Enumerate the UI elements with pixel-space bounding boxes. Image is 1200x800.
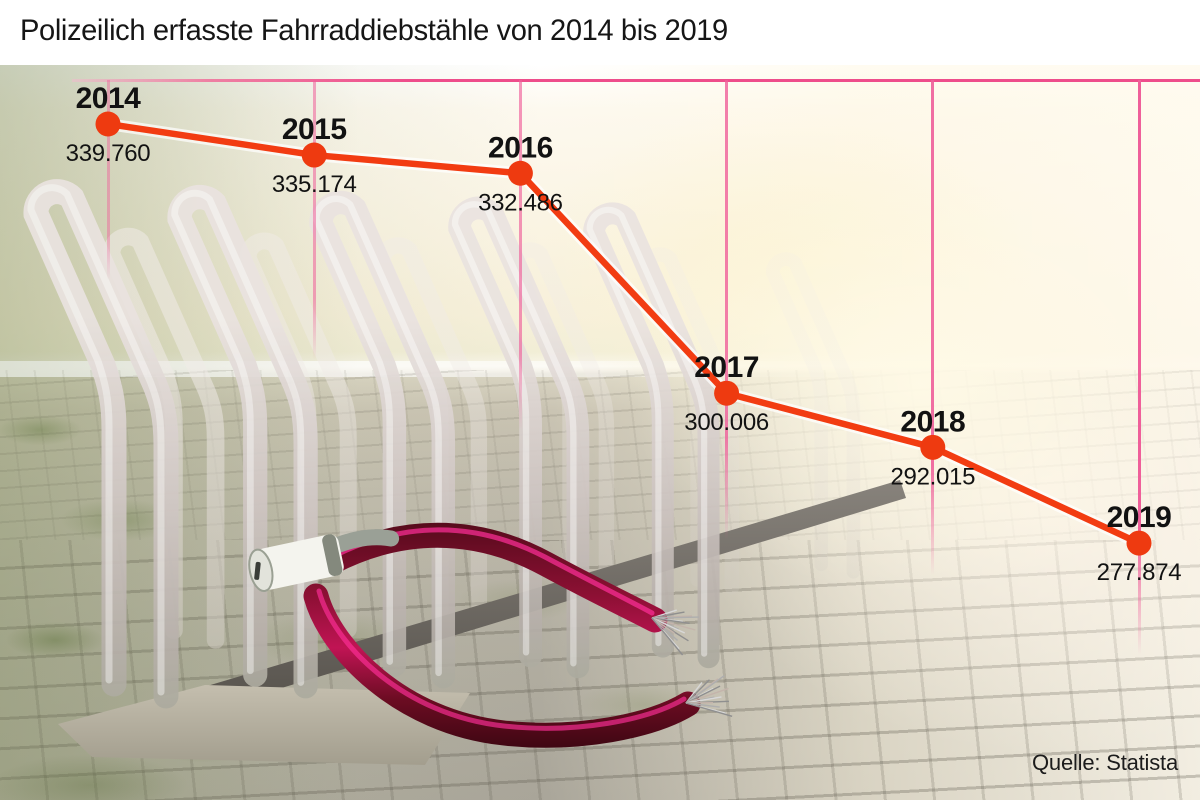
frayed-wire [685, 679, 710, 704]
data-point-2014 [95, 111, 121, 137]
frayed-wire [685, 685, 721, 704]
cable-lock [248, 522, 733, 748]
bike-rack-and-lock-svg [23, 179, 906, 765]
frayed-wire [651, 616, 700, 619]
frayed-wire [651, 611, 685, 619]
lock-keyhole [254, 561, 261, 580]
data-point-2017 [714, 380, 740, 406]
value-label-2015: 335.174 [272, 171, 357, 198]
frayed-wire [685, 702, 720, 708]
lock-body [256, 534, 344, 590]
value-label-2018: 292.015 [890, 463, 975, 490]
data-point-2016 [507, 160, 533, 186]
bike-rack-hoop [583, 202, 720, 669]
cable-lower-arc [303, 583, 701, 748]
value-label-2016: 332.486 [478, 189, 563, 216]
cut-cable-frayed-wires [651, 609, 733, 717]
lock-cylinder [248, 529, 400, 592]
data-point-2019 [1126, 530, 1152, 556]
bike-rack-hoop [766, 252, 861, 579]
bike-rack-hoop [309, 190, 456, 689]
frayed-wire [651, 617, 690, 624]
lock-ring [322, 534, 343, 577]
value-label-2017: 300.006 [684, 409, 769, 436]
frayed-wire [651, 617, 684, 656]
frayed-wire [685, 687, 729, 704]
data-point-2018 [920, 434, 946, 460]
lock-face [248, 548, 274, 592]
frayed-wire [651, 617, 679, 641]
value-label-2019: 277.874 [1097, 559, 1182, 586]
year-label-2015: 2015 [282, 113, 347, 146]
bike-rack-hoop [167, 185, 318, 699]
frayed-wire [685, 675, 725, 704]
line-halo [102, 118, 1145, 550]
bike-rack-hoop [23, 179, 179, 709]
year-label-2016: 2016 [488, 131, 553, 164]
year-label-2018: 2018 [900, 405, 965, 438]
value-label-2014: 339.760 [66, 140, 151, 167]
cable-lower-highlight [316, 588, 687, 731]
year-label-2014: 2014 [76, 82, 142, 115]
source-label: Quelle: Statista [1032, 750, 1178, 775]
data-line [104, 120, 1143, 547]
frayed-wire [651, 617, 696, 631]
year-label-2017: 2017 [694, 351, 759, 384]
bike-rack-illustration [0, 65, 1200, 800]
frayed-wire [685, 696, 722, 704]
bike-rack-front-row [23, 179, 720, 709]
bike-rack-hoop [448, 196, 590, 679]
frayed-wire [651, 617, 686, 634]
frayed-wire [685, 702, 733, 717]
year-label-2019: 2019 [1107, 501, 1172, 534]
data-point-2015 [301, 142, 327, 168]
chart-title: Polizeilich erfasste Fahrraddiebstähle v… [20, 14, 728, 47]
